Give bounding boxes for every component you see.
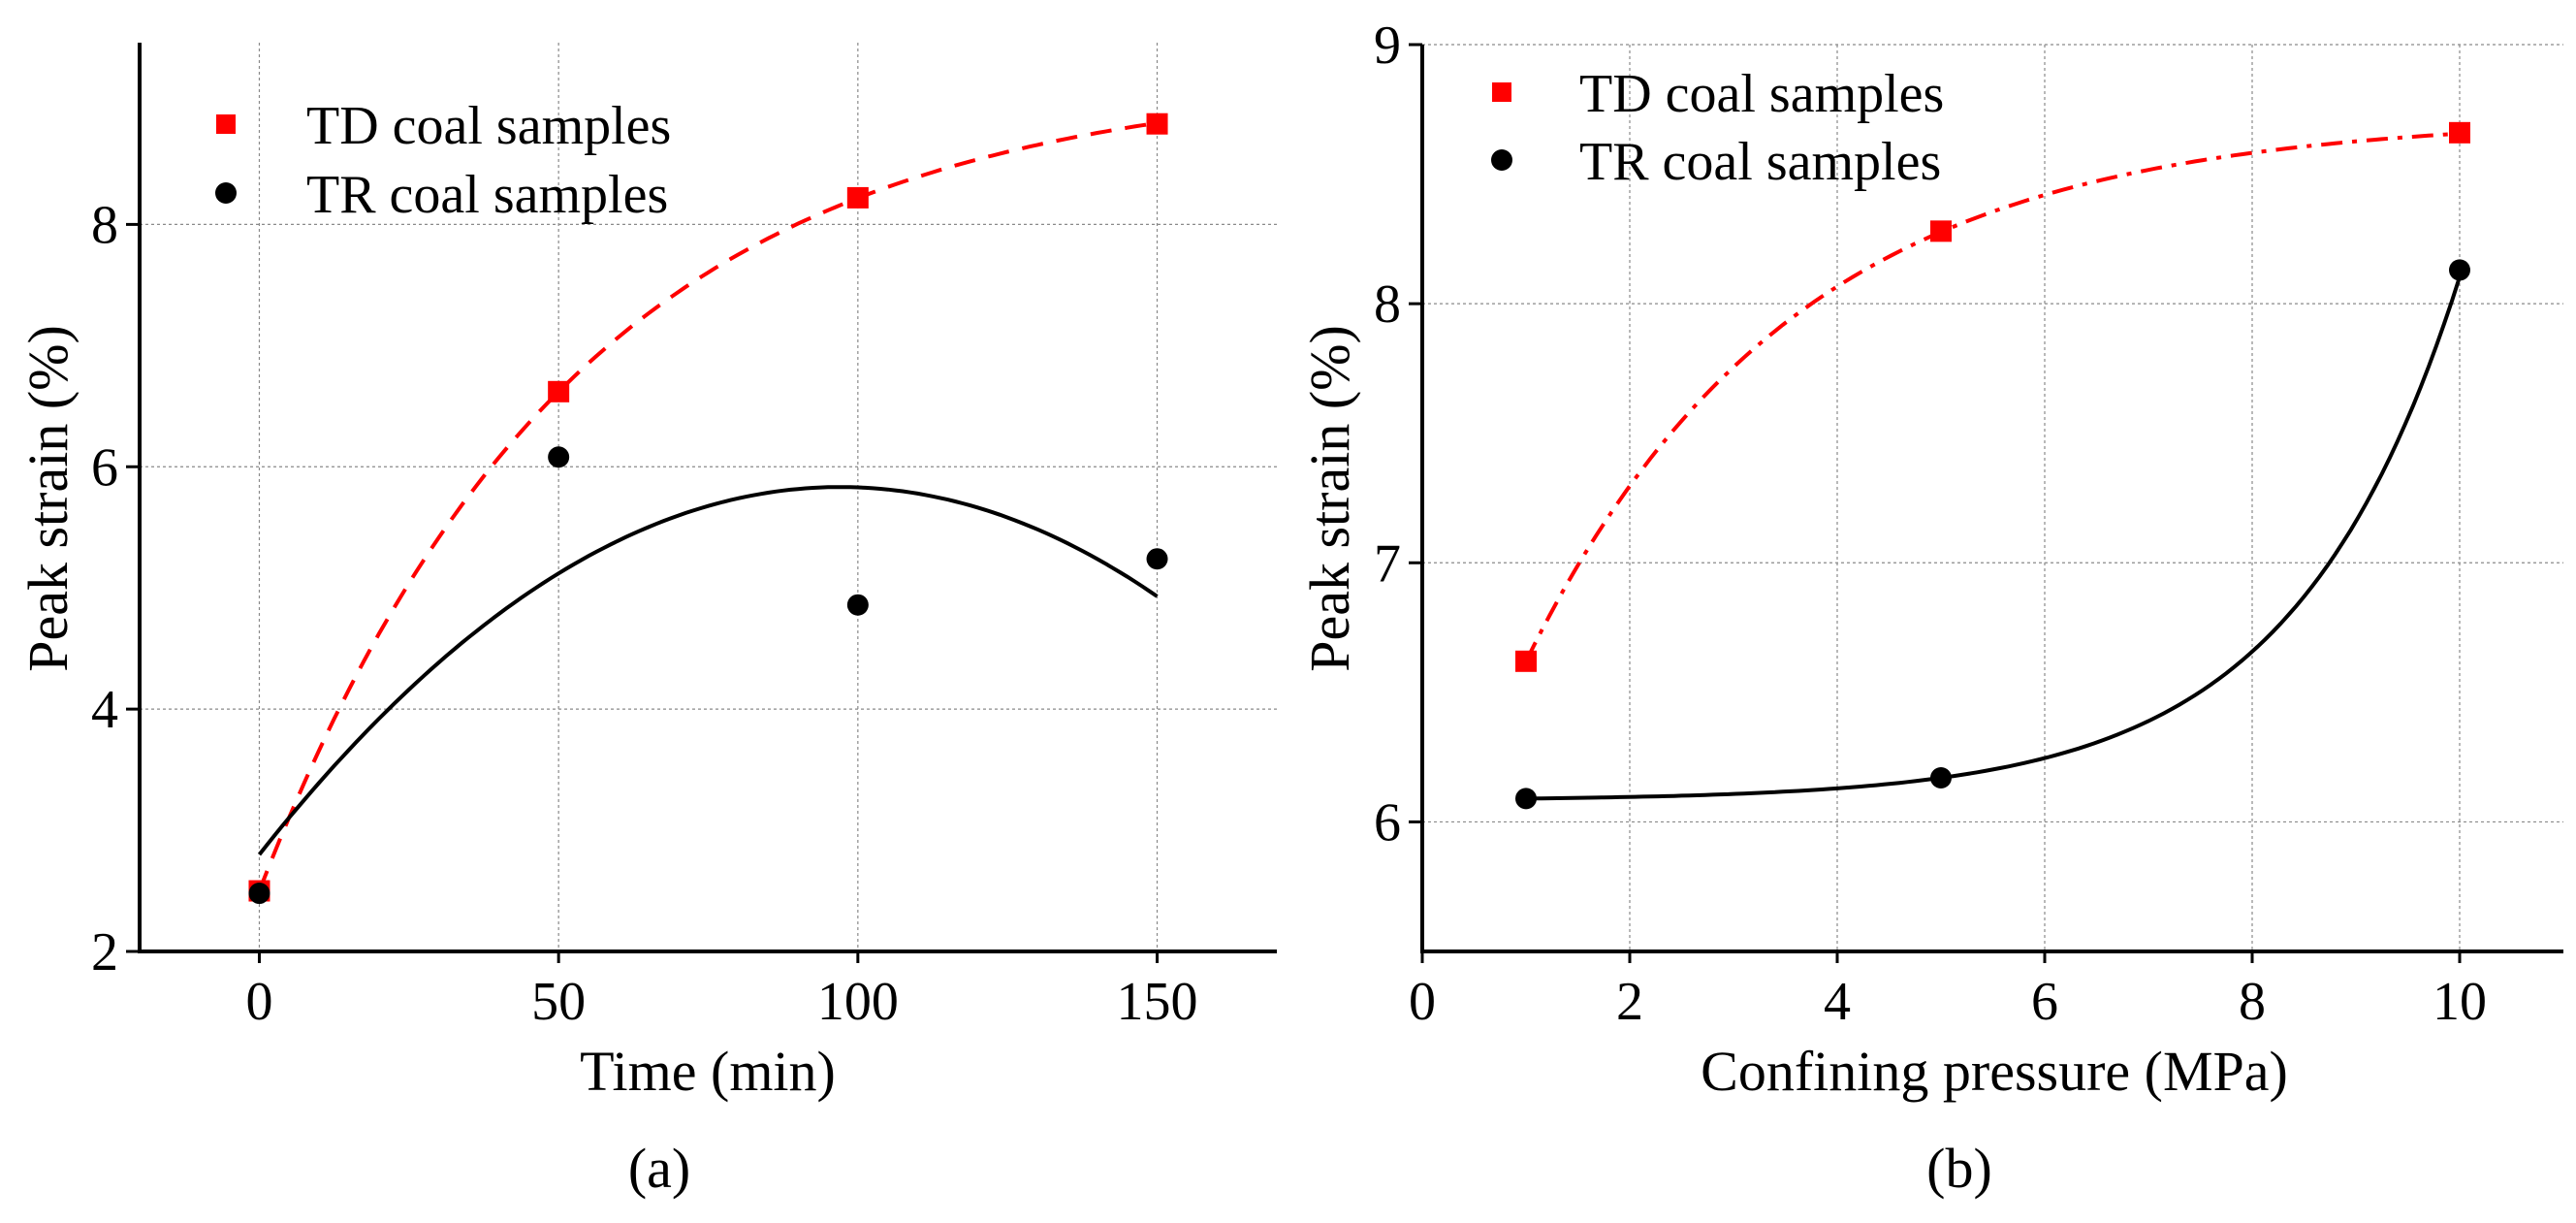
fit-curve-td [257, 120, 1158, 892]
panel-caption: (b) [1926, 1137, 1992, 1200]
legend-marker-square [216, 114, 236, 134]
data-point-td [2449, 121, 2470, 144]
y-tick-label: 6 [91, 437, 118, 498]
fit-curve-tr [257, 485, 1159, 856]
fit-curve-td [1524, 131, 2461, 662]
data-point-tr [2449, 259, 2470, 281]
y-tick-label: 8 [1374, 274, 1401, 335]
legend-marker-square [1492, 82, 1511, 102]
x-tick-label: 8 [2239, 972, 2266, 1032]
legend-label: TD coal samples [1579, 64, 1944, 124]
data-point-td [1146, 113, 1168, 135]
y-tick-label: 9 [1374, 16, 1401, 76]
y-tick-label: 2 [91, 922, 118, 982]
fit-curve-tr [1525, 275, 2462, 801]
legend-label: TR coal samples [1579, 132, 1941, 192]
y-tick-label: 6 [1374, 792, 1401, 853]
x-tick-label: 50 [531, 972, 586, 1032]
chart-panel-a: 0 50 100 150 2 4 6 8 Time (min) Peak strain (%) (a… [16, 43, 1277, 1200]
y-tick-label: 7 [1374, 533, 1401, 594]
data-point-td [846, 186, 869, 209]
data-point-tr [846, 594, 869, 616]
y-tick-label: 8 [91, 195, 118, 255]
x-tick-label: 2 [1616, 972, 1643, 1032]
data-point-tr [248, 883, 270, 905]
chart-panel-b: 0 2 4 6 8 10 6 7 8 9 Confining pressure (MPa) Peak … [1298, 16, 2563, 1200]
y-axis-title: Peak strain (%) [1298, 325, 1361, 672]
x-tick-label: 100 [817, 972, 899, 1032]
x-tick-label: 0 [245, 972, 272, 1032]
x-tick-label: 10 [2433, 972, 2487, 1032]
x-tick-label: 150 [1117, 972, 1198, 1032]
data-point-tr [548, 446, 570, 468]
x-tick-label: 6 [2031, 972, 2058, 1032]
x-tick-label: 0 [1409, 972, 1436, 1032]
data-point-tr [1146, 548, 1168, 570]
x-axis-title: Time (min) [580, 1040, 836, 1103]
data-point-tr [1930, 767, 1952, 789]
data-point-td [1515, 650, 1537, 672]
data-point-tr [1515, 788, 1537, 810]
y-tick-label: 4 [91, 680, 118, 740]
y-axis-title: Peak strain (%) [16, 325, 80, 672]
legend-marker-circle [215, 182, 237, 204]
legend-marker-circle [1491, 149, 1512, 171]
data-point-td [1930, 220, 1952, 242]
x-axis-title: Confining pressure (MPa) [1701, 1040, 2288, 1103]
panel-caption: (a) [628, 1137, 690, 1200]
x-tick-label: 4 [1824, 972, 1851, 1032]
data-point-td [548, 380, 570, 402]
legend-label: TR coal samples [306, 165, 668, 225]
legend-label: TD coal samples [306, 96, 671, 156]
